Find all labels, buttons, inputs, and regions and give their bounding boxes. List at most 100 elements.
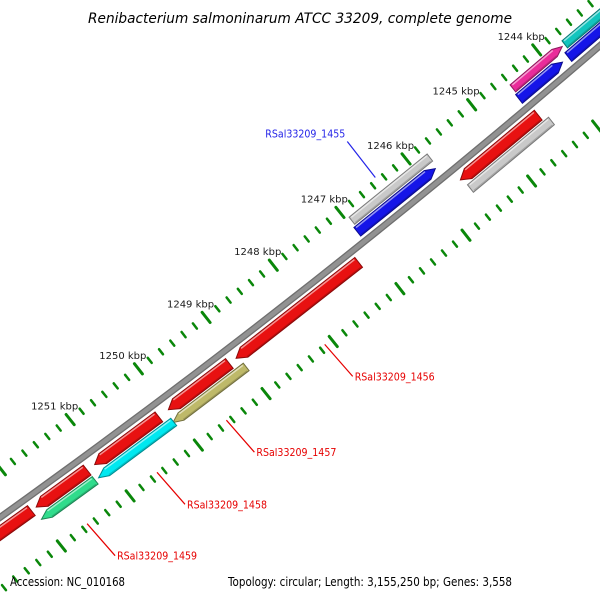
upper-minor-tick-mark — [522, 55, 530, 63]
leader-line — [86, 523, 116, 557]
gene-highlight-edge — [104, 419, 171, 470]
upper-major-tick-mark — [267, 258, 279, 272]
lower-major-tick-mark — [327, 334, 339, 349]
gene-labels-layer: RSal33209_1455 RSal33209_1456 RSal33209_14… — [86, 128, 435, 563]
upper-minor-tick-mark — [32, 440, 40, 449]
upper-minor-tick-mark — [544, 36, 551, 45]
lower-minor-tick-mark — [341, 328, 348, 337]
gene-label[interactable]: RSal33209_1455 — [265, 128, 345, 141]
gene-highlight-edge — [464, 111, 535, 171]
lower-minor-tick-mark — [161, 466, 168, 475]
lower-minor-tick-mark — [183, 449, 191, 458]
gene-arrow-red-gene-4[interactable] — [93, 411, 164, 466]
genome-backbone-line-inner — [0, 42, 600, 521]
lower-minor-tick-mark — [240, 407, 247, 415]
lower-minor-tick-mark — [307, 355, 315, 363]
upper-minor-tick-mark — [325, 217, 333, 226]
lower-minor-tick-mark — [318, 346, 326, 355]
gene-shadow-edge — [567, 18, 600, 47]
lower-minor-tick-mark — [285, 372, 292, 381]
gene-arrow-RSal33209_1456[interactable] — [235, 256, 364, 359]
gene-highlight-edge — [517, 64, 553, 96]
lower-minor-tick-mark — [69, 533, 77, 542]
lower-minor-tick-mark — [451, 240, 459, 248]
lower-minor-tick-mark — [495, 204, 503, 212]
lower-minor-tick-mark — [440, 249, 448, 257]
gene-shadow-edge — [354, 160, 431, 223]
lower-minor-tick-mark — [517, 186, 524, 194]
lower-minor-tick-mark — [35, 558, 42, 567]
gene-arrow-red-gene-6[interactable] — [0, 505, 36, 550]
leader-line — [324, 344, 354, 377]
lower-minor-tick-mark — [115, 500, 122, 509]
scale-label: 1247 kbp — [301, 194, 348, 205]
scale-label: 1248 kbp — [234, 247, 281, 258]
lower-minor-tick-mark — [407, 275, 415, 284]
gene-arrow-gray-gene-lower[interactable] — [466, 116, 556, 194]
gene-arrow-red-gene-5[interactable] — [35, 464, 92, 508]
upper-minor-tick-mark — [146, 356, 153, 365]
gene-arrow-RSal33209_1458[interactable] — [97, 417, 178, 479]
gene-arrow-RSal33209_1455[interactable] — [353, 167, 437, 237]
upper-minor-tick-mark — [424, 137, 432, 145]
upper-minor-tick-mark — [369, 181, 377, 190]
gene-arrow-RSal33209_1459[interactable] — [40, 475, 99, 520]
gene-arrow-red-gene-1[interactable] — [459, 109, 543, 181]
upper-minor-tick-mark — [157, 347, 165, 356]
upper-minor-tick-mark — [247, 278, 255, 287]
lower-minor-tick-mark — [149, 475, 157, 483]
gene-shadow-edge — [571, 34, 600, 60]
gene-shadow-edge — [51, 483, 97, 517]
lower-major-tick-mark — [460, 228, 472, 242]
gene-highlight-edge — [0, 507, 28, 529]
upper-minor-tick-mark — [101, 390, 108, 399]
gene-highlight-edge — [172, 360, 226, 401]
upper-major-tick-mark — [531, 43, 543, 57]
lower-minor-tick-mark — [296, 363, 303, 372]
gene-arrow-magenta-gene[interactable] — [509, 45, 564, 93]
lower-minor-tick-mark — [385, 293, 393, 302]
lower-minor-tick-mark — [23, 566, 31, 575]
upper-minor-tick-mark — [554, 27, 562, 36]
upper-minor-tick-mark — [236, 287, 244, 296]
lower-minor-tick-mark — [539, 168, 546, 176]
gene-arrow-gray-gene-upper[interactable] — [348, 153, 434, 226]
upper-minor-tick-mark — [565, 18, 573, 27]
upper-minor-tick-mark — [112, 382, 119, 390]
gene-highlight-edge — [469, 118, 549, 186]
gene-label[interactable]: RSal33209_1458 — [187, 498, 267, 511]
upper-minor-tick-mark — [303, 235, 310, 243]
gene-shadow-edge — [47, 474, 90, 506]
lower-major-tick-mark — [124, 489, 136, 503]
upper-minor-tick-mark — [55, 424, 62, 432]
gene-highlight-edge — [511, 50, 554, 86]
gene-arrow-RSal33209_1457[interactable] — [172, 362, 250, 424]
gene-shadow-edge — [515, 55, 558, 91]
upper-major-tick-mark — [400, 152, 412, 166]
upper-minor-tick-mark — [21, 449, 28, 457]
gene-highlight-edge — [350, 155, 428, 218]
gene-label[interactable]: RSal33209_1457 — [256, 446, 336, 459]
upper-minor-tick-mark — [225, 296, 232, 304]
lower-minor-tick-mark — [92, 517, 100, 525]
gene-shadow-edge — [0, 515, 34, 541]
scale-label: 1244 kbp — [498, 32, 545, 43]
upper-minor-tick-mark — [214, 304, 221, 313]
gene-arrow-red-gene-3[interactable] — [167, 357, 234, 411]
gene-shadow-edge — [361, 177, 431, 235]
lower-minor-tick-mark — [363, 311, 370, 319]
upper-minor-tick-mark — [587, 0, 594, 8]
upper-minor-tick-mark — [479, 91, 486, 100]
gene-shadow-edge — [108, 425, 175, 476]
upper-minor-tick-mark — [358, 190, 366, 199]
upper-minor-tick-mark — [44, 432, 51, 441]
gene-arrow-blue-gene-upper[interactable] — [514, 61, 564, 105]
gene-label[interactable]: RSal33209_1459 — [117, 550, 197, 563]
gene-label[interactable]: RSal33209_1456 — [355, 370, 435, 383]
upper-minor-tick-mark — [314, 226, 322, 234]
gene-highlight-edge — [563, 9, 600, 42]
gene-shadow-edge — [182, 370, 248, 420]
lower-minor-tick-mark — [418, 267, 426, 275]
